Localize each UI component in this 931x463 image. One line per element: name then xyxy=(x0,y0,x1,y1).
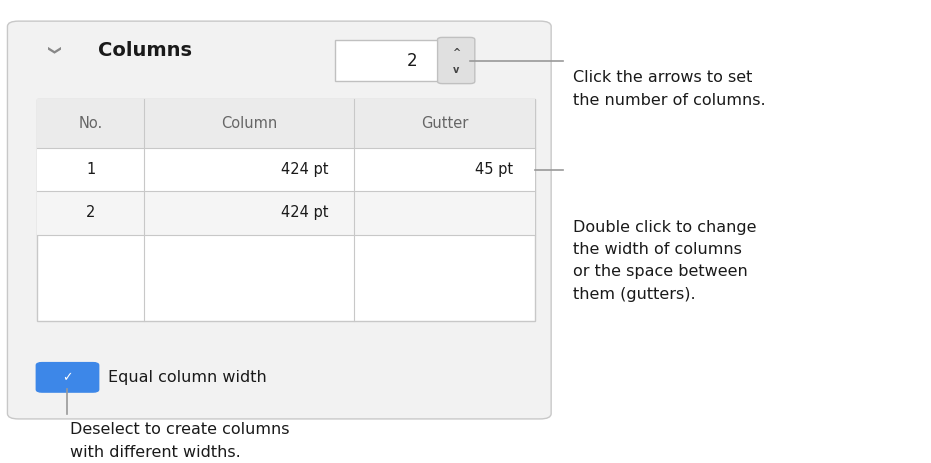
Text: 2: 2 xyxy=(407,51,417,69)
FancyBboxPatch shape xyxy=(36,363,99,392)
Text: Click the arrows to set
the number of columns.: Click the arrows to set the number of co… xyxy=(573,70,765,107)
Text: 1: 1 xyxy=(87,162,95,177)
Text: ✓: ✓ xyxy=(62,371,73,384)
Text: 424 pt: 424 pt xyxy=(281,206,329,220)
Text: ❯: ❯ xyxy=(45,45,58,56)
Text: 424 pt: 424 pt xyxy=(281,162,329,177)
Text: ^: ^ xyxy=(452,49,460,58)
Bar xyxy=(37,191,535,235)
Text: Gutter: Gutter xyxy=(421,116,468,131)
Text: Deselect to create columns
with different widths.: Deselect to create columns with differen… xyxy=(70,422,290,460)
Bar xyxy=(37,99,535,321)
FancyBboxPatch shape xyxy=(7,21,551,419)
Text: 2: 2 xyxy=(86,206,96,220)
Text: Columns: Columns xyxy=(98,41,192,60)
Text: Equal column width: Equal column width xyxy=(108,370,267,385)
Text: Double click to change
the width of columns
or the space between
them (gutters).: Double click to change the width of colu… xyxy=(573,220,756,301)
FancyBboxPatch shape xyxy=(438,38,475,84)
FancyBboxPatch shape xyxy=(335,40,442,81)
Text: Column: Column xyxy=(221,116,277,131)
Bar xyxy=(37,99,535,148)
Text: 45 pt: 45 pt xyxy=(476,162,514,177)
Bar xyxy=(37,148,535,191)
Text: v: v xyxy=(453,65,459,75)
Text: No.: No. xyxy=(78,116,103,131)
